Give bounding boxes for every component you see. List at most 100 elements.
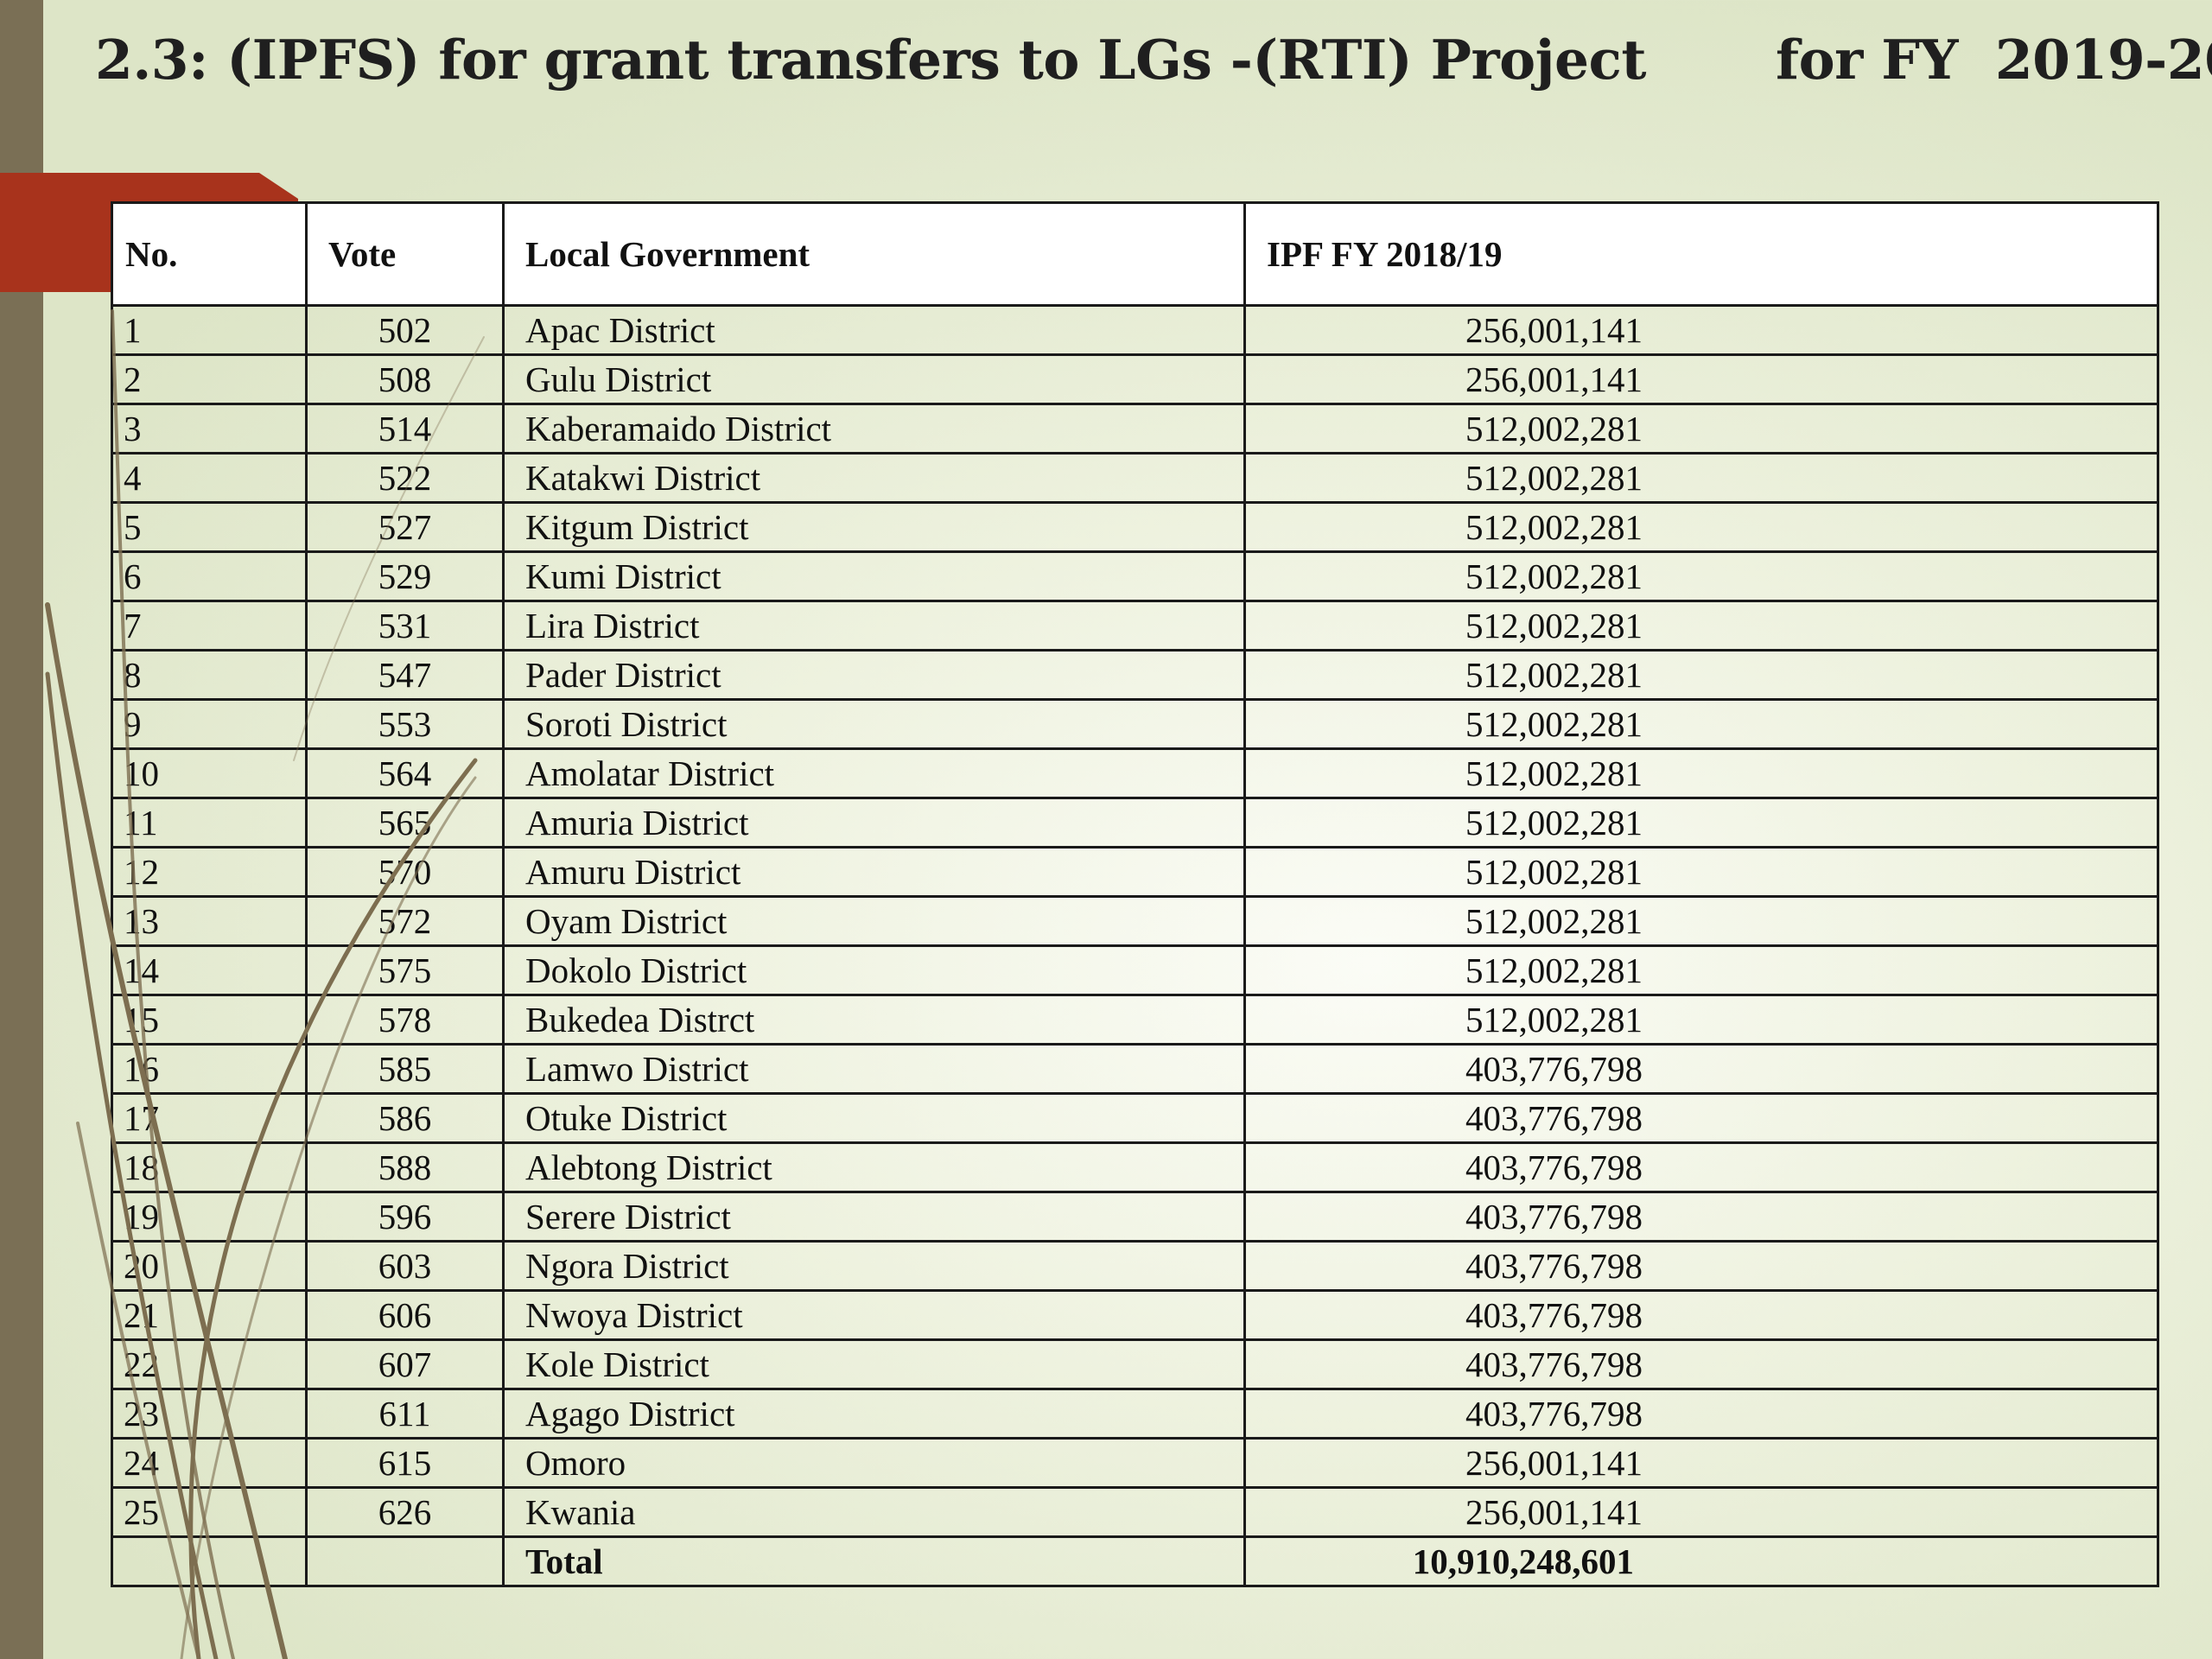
cell-vote: 603	[305, 1240, 505, 1292]
cell-no: 14	[111, 944, 308, 996]
cell-vote: 606	[305, 1289, 505, 1341]
cell-ipf: 403,776,798	[1243, 1092, 2159, 1144]
cell-ipf: 512,002,281	[1243, 403, 2159, 454]
cell-ipf: 512,002,281	[1243, 550, 2159, 602]
cell-no: 5	[111, 501, 308, 553]
cell-no: 16	[111, 1043, 308, 1095]
cell-local-government: Katakwi District	[502, 452, 1246, 504]
cell-ipf: 403,776,798	[1243, 1240, 2159, 1292]
cell-ipf: 512,002,281	[1243, 944, 2159, 996]
cell-no: 8	[111, 649, 308, 701]
cell-ipf: 512,002,281	[1243, 994, 2159, 1046]
cell-vote: 564	[305, 747, 505, 799]
cell-vote: 572	[305, 895, 505, 947]
table-row: 11 565 Amuria District 512,002,281	[111, 797, 2159, 849]
cell-no: 6	[111, 550, 308, 602]
table-header-row: No. Vote Local Government IPF FY 2018/19	[111, 201, 2159, 307]
cell-ipf: 512,002,281	[1243, 846, 2159, 898]
cell-ipf: 256,001,141	[1243, 1486, 2159, 1538]
cell-vote: 578	[305, 994, 505, 1046]
cell-ipf: 512,002,281	[1243, 797, 2159, 849]
cell-vote: 611	[305, 1388, 505, 1440]
total-label: Total	[502, 1535, 1246, 1587]
cell-vote: 527	[305, 501, 505, 553]
cell-no: 18	[111, 1141, 308, 1193]
table-row: 12 570 Amuru District 512,002,281	[111, 846, 2159, 898]
cell-vote: 588	[305, 1141, 505, 1193]
cell-local-government: Alebtong District	[502, 1141, 1246, 1193]
cell-local-government: Agago District	[502, 1388, 1246, 1440]
cell-local-government: Dokolo District	[502, 944, 1246, 996]
table-row: 22 607 Kole District 403,776,798	[111, 1338, 2159, 1390]
cell-vote: 586	[305, 1092, 505, 1144]
cell-local-government: Amolatar District	[502, 747, 1246, 799]
cell-no: 7	[111, 600, 308, 652]
cell-local-government: Lamwo District	[502, 1043, 1246, 1095]
cell-local-government: Omoro	[502, 1437, 1246, 1489]
table-row: 9 553 Soroti District 512,002,281	[111, 698, 2159, 750]
table-row: 10 564 Amolatar District 512,002,281	[111, 747, 2159, 799]
cell-vote: 615	[305, 1437, 505, 1489]
cell-vote: 502	[305, 304, 505, 356]
cell-no: 2	[111, 353, 308, 405]
cell-ipf: 512,002,281	[1243, 698, 2159, 750]
table-row: 25 626 Kwania 256,001,141	[111, 1486, 2159, 1538]
cell-ipf: 403,776,798	[1243, 1141, 2159, 1193]
table-row: 3 514 Kaberamaido District 512,002,281	[111, 403, 2159, 454]
cell-no: 25	[111, 1486, 308, 1538]
cell-ipf: 256,001,141	[1243, 304, 2159, 356]
cell-vote: 531	[305, 600, 505, 652]
table-row: 15 578 Bukedea Distrct 512,002,281	[111, 994, 2159, 1046]
cell-local-government: Serere District	[502, 1191, 1246, 1243]
cell-local-government: Soroti District	[502, 698, 1246, 750]
cell-ipf: 403,776,798	[1243, 1043, 2159, 1095]
cell-no: 24	[111, 1437, 308, 1489]
cell-no: 15	[111, 994, 308, 1046]
header-local-government: Local Government	[502, 201, 1246, 307]
cell-no: 3	[111, 403, 308, 454]
cell-local-government: Lira District	[502, 600, 1246, 652]
cell-ipf: 512,002,281	[1243, 747, 2159, 799]
cell-no: 11	[111, 797, 308, 849]
table-row: 14 575 Dokolo District 512,002,281	[111, 944, 2159, 996]
cell-local-government: Pader District	[502, 649, 1246, 701]
cell-local-government: Gulu District	[502, 353, 1246, 405]
cell-local-government: Kwania	[502, 1486, 1246, 1538]
cell-no: 13	[111, 895, 308, 947]
table-row: 4 522 Katakwi District 512,002,281	[111, 452, 2159, 504]
cell-vote: 529	[305, 550, 505, 602]
table-row: 6 529 Kumi District 512,002,281	[111, 550, 2159, 602]
table-row: 13 572 Oyam District 512,002,281	[111, 895, 2159, 947]
cell-ipf: 403,776,798	[1243, 1191, 2159, 1243]
cell-local-government: Kumi District	[502, 550, 1246, 602]
table-row: 1 502 Apac District 256,001,141	[111, 304, 2159, 356]
table-row: 7 531 Lira District 512,002,281	[111, 600, 2159, 652]
cell-ipf: 403,776,798	[1243, 1289, 2159, 1341]
cell-local-government: Nwoya District	[502, 1289, 1246, 1341]
cell-no: 19	[111, 1191, 308, 1243]
cell-vote: 508	[305, 353, 505, 405]
cell-vote: 596	[305, 1191, 505, 1243]
header-vote: Vote	[305, 201, 505, 307]
cell-vote: 565	[305, 797, 505, 849]
table-row: 17 586 Otuke District 403,776,798	[111, 1092, 2159, 1144]
table-body: 1 502 Apac District 256,001,141 2 508 Gulu Dis…	[111, 304, 2159, 1587]
cell-vote: 585	[305, 1043, 505, 1095]
cell-ipf: 403,776,798	[1243, 1388, 2159, 1440]
cell-vote: 553	[305, 698, 505, 750]
cell-no: 10	[111, 747, 308, 799]
cell-ipf: 512,002,281	[1243, 452, 2159, 504]
cell-vote: 607	[305, 1338, 505, 1390]
cell-vote: 522	[305, 452, 505, 504]
table-row: 23 611 Agago District 403,776,798	[111, 1388, 2159, 1440]
cell-local-government: Apac District	[502, 304, 1246, 356]
cell-vote: 626	[305, 1486, 505, 1538]
cell-ipf: 512,002,281	[1243, 895, 2159, 947]
cell-ipf: 403,776,798	[1243, 1338, 2159, 1390]
cell-local-government: Amuria District	[502, 797, 1246, 849]
cell-local-government: Bukedea Distrct	[502, 994, 1246, 1046]
header-no: No.	[111, 201, 308, 307]
cell-no: 21	[111, 1289, 308, 1341]
total-vote	[305, 1535, 505, 1587]
cell-local-government: Kole District	[502, 1338, 1246, 1390]
